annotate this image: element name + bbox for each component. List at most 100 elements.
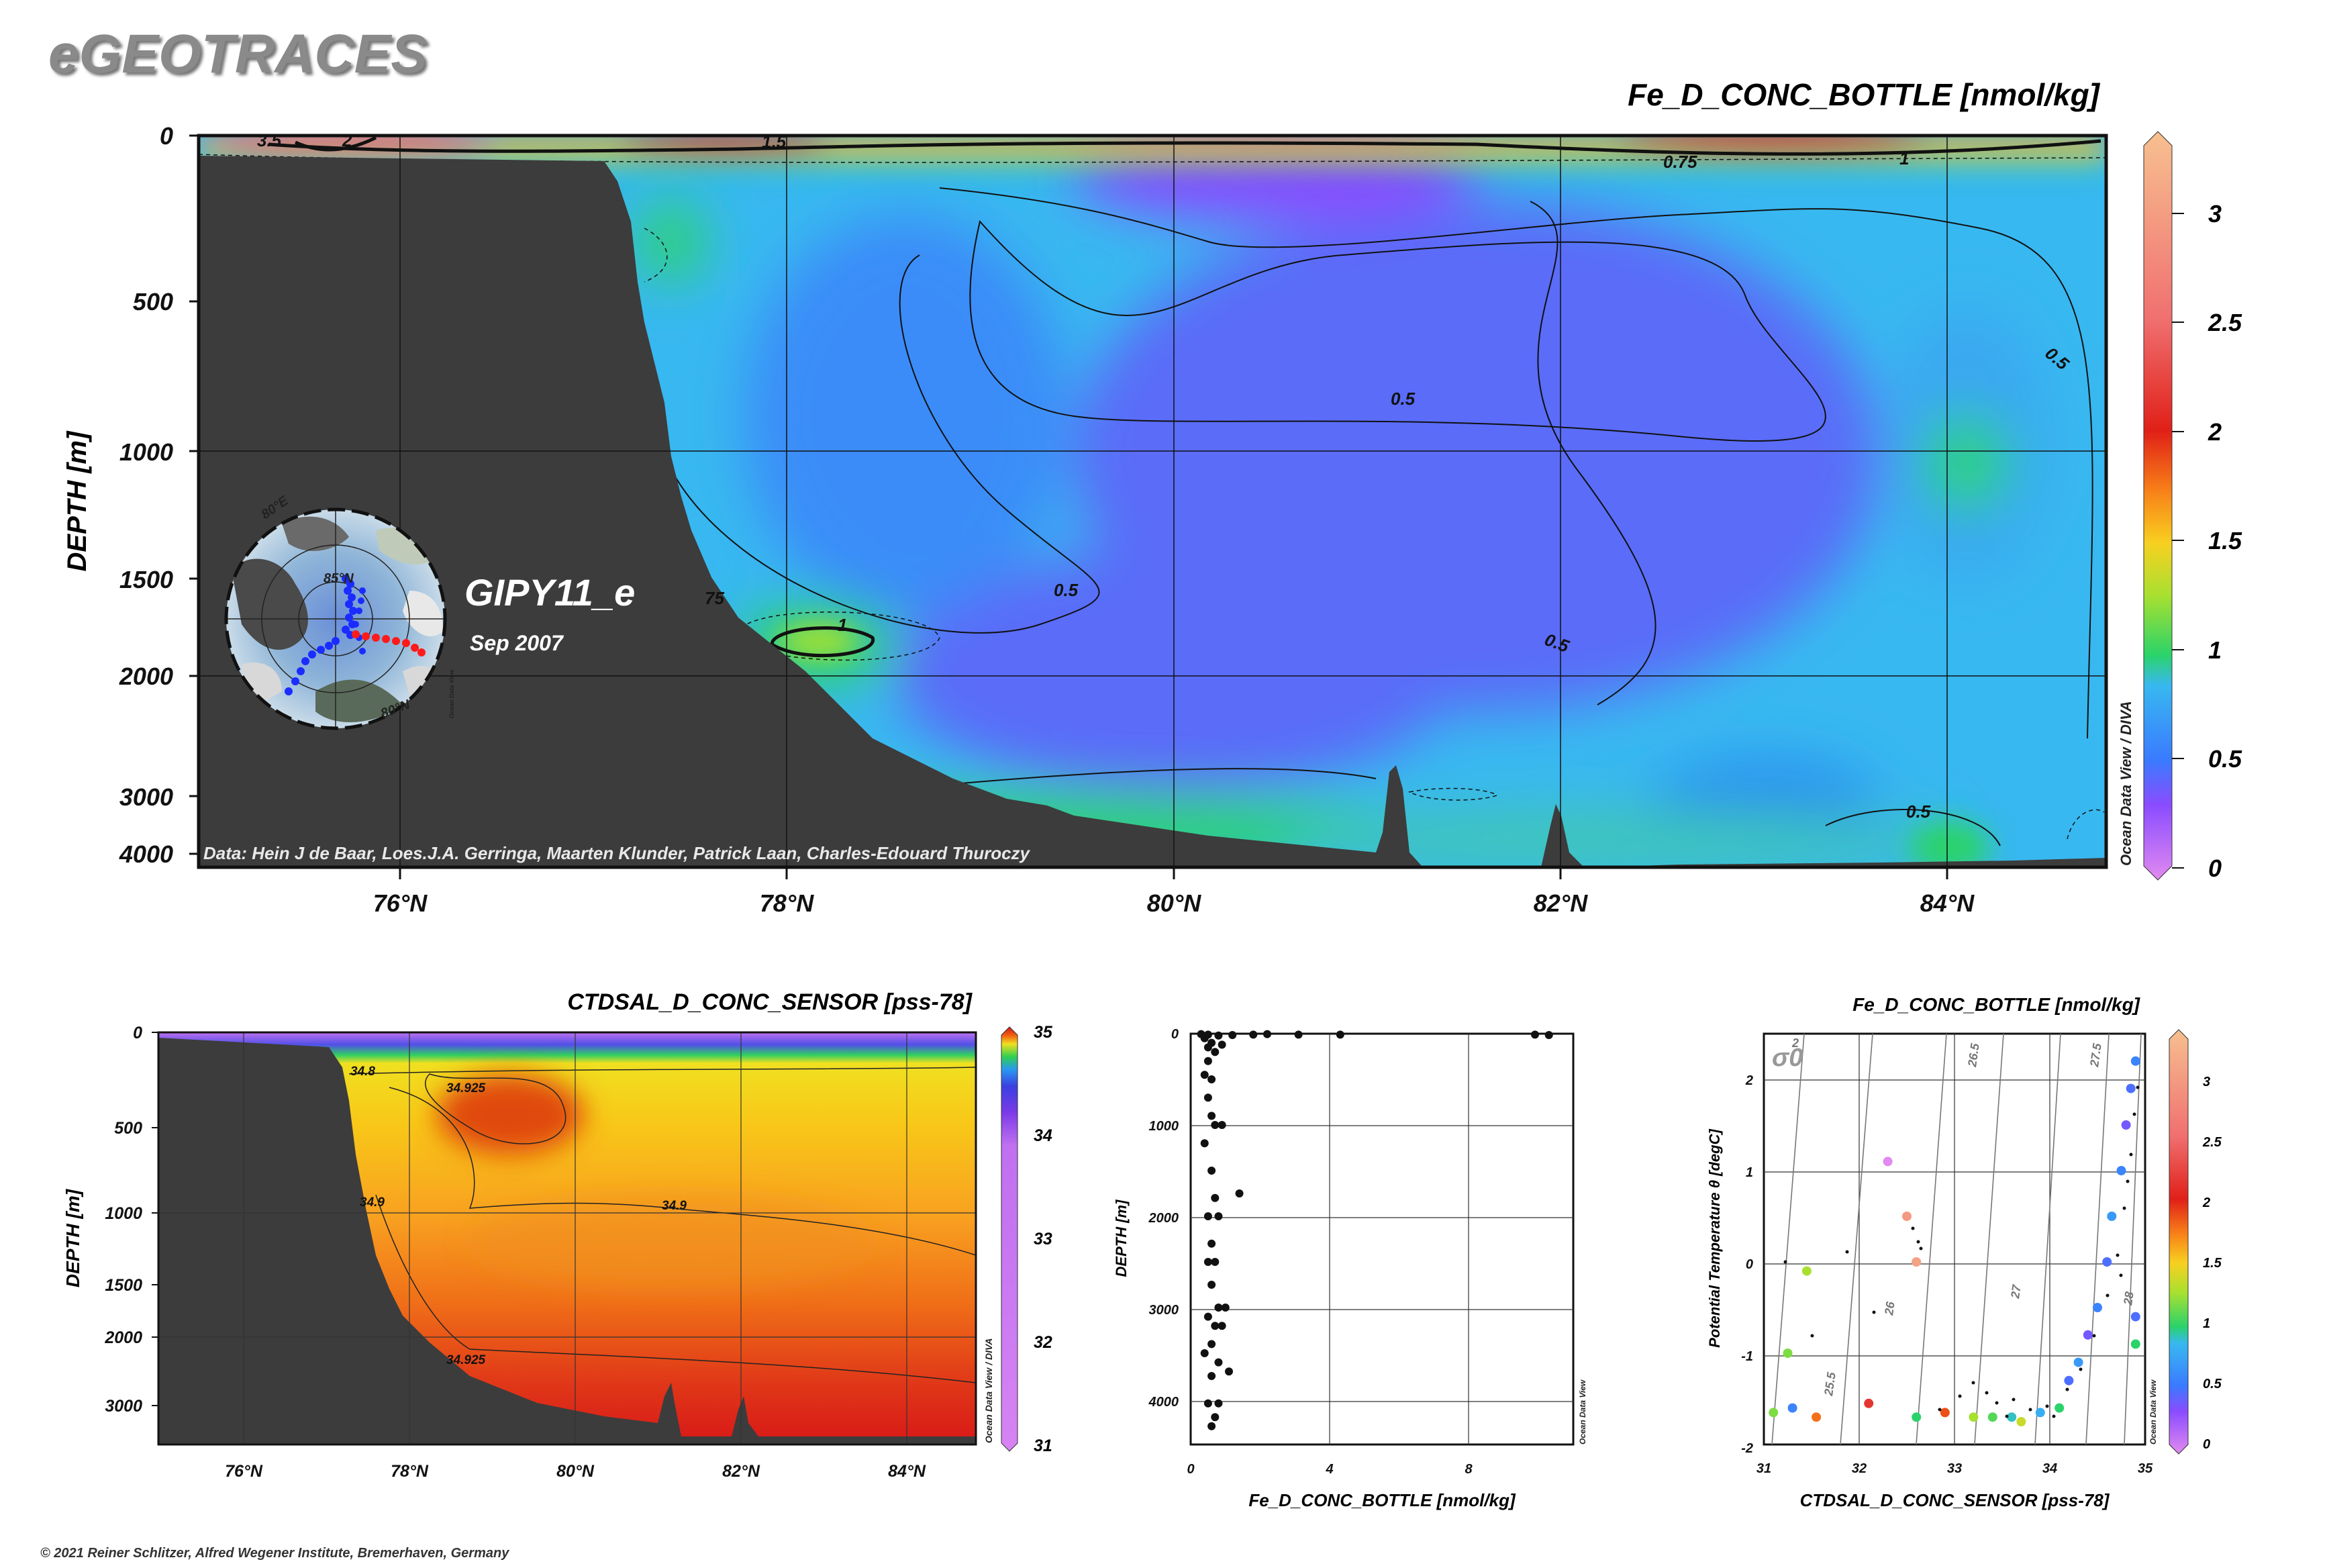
colorbar-tick-label: 1.5	[2208, 527, 2242, 554]
profile-point	[1203, 1258, 1212, 1266]
contour-label: 34.925	[446, 1081, 486, 1095]
profile-point	[1200, 1139, 1209, 1148]
logo: eGEOTRACES	[48, 23, 428, 85]
ts-point	[2073, 1357, 2083, 1367]
profile-point	[1200, 1349, 1209, 1357]
y-tick-label: 2000	[1148, 1211, 1179, 1226]
colorbar-tick-label: 2	[2208, 418, 2222, 446]
profile-point	[1218, 1040, 1226, 1049]
profile-point	[1214, 1358, 1223, 1367]
profile-point	[1211, 1413, 1220, 1422]
y-tick-label: 2000	[119, 663, 173, 690]
profile-point	[1211, 1258, 1220, 1266]
copyright: © 2021 Reiner Schlitzer, Alfred Wegener …	[40, 1546, 509, 1561]
profile-point	[1207, 1239, 1216, 1248]
ts-point	[1787, 1403, 1797, 1413]
x-tick-label: 4	[1325, 1462, 1333, 1477]
ts-x-label: CTDSAL_D_CONC_SENSOR [pss-78]	[1800, 1490, 2110, 1510]
ts-point	[1769, 1408, 1779, 1418]
y-tick-label: 500	[133, 288, 173, 315]
isopycnal-label: 26	[1882, 1300, 1897, 1317]
ts-colorbar: 3 2.5 2 1.5 1 0.5 0	[2169, 1029, 2222, 1455]
ts-small-points	[1783, 1085, 2140, 1418]
x-tick-label: 84°N	[888, 1462, 926, 1481]
ts-point	[1969, 1412, 1979, 1422]
main-title: Fe_D_CONC_BOTTLE [nmol/kg]	[1628, 77, 2101, 112]
y-tick-label: 3000	[105, 1397, 142, 1416]
ts-point	[2126, 1083, 2136, 1093]
x-tick-label: 34	[2042, 1461, 2057, 1476]
colorbar-tick-label: 2.5	[2202, 1135, 2222, 1150]
profile-point	[1214, 1212, 1223, 1220]
ts-point	[1987, 1412, 1997, 1422]
isopycnal-label: 27	[2008, 1283, 2024, 1300]
colorbar-tick-label: 0.5	[2203, 1377, 2222, 1391]
contour-label: 1	[838, 615, 847, 635]
y-tick-label: -1	[1741, 1349, 1753, 1364]
contour-label: 34.9	[662, 1199, 687, 1213]
profile-point	[1203, 1399, 1212, 1408]
profile-point	[1218, 1121, 1226, 1129]
profile-point	[1207, 1167, 1216, 1175]
ts-point	[2093, 1303, 2102, 1312]
profile-point	[1249, 1030, 1258, 1039]
profile-point	[1211, 1193, 1220, 1202]
sigma-label: σ0	[1772, 1044, 1803, 1072]
inset-map: 80°E 85°N 80°N Ocean Data View	[224, 493, 455, 730]
profile-point	[1218, 1322, 1226, 1330]
contour-label: 0.5	[1906, 801, 1931, 822]
x-tick-label: 82°N	[722, 1462, 760, 1481]
ts-point	[1801, 1266, 1812, 1276]
profile-point	[1207, 1340, 1216, 1349]
isopycnal-label: 28	[2121, 1291, 2136, 1307]
contour-label: 3.5	[257, 130, 282, 150]
x-tick-label: 78°N	[391, 1462, 429, 1481]
colorbar-tick-label: 0.5	[2208, 745, 2242, 773]
profile-scatter-plot: 0 1000 2000 3000 4000 0 4 8 Fe_D_CONC_BO…	[1113, 1027, 1587, 1510]
profile-point	[1211, 1048, 1220, 1057]
cruise-track-red	[352, 630, 426, 656]
cruise-track-blue	[285, 575, 366, 695]
x-tick-label: 84°N	[1920, 889, 1975, 917]
main-grid	[199, 136, 2106, 867]
x-tick-label: 35	[2138, 1461, 2153, 1476]
colorbar-tick-label: 1	[2208, 636, 2222, 664]
colorbar-tick-label: 3	[2203, 1075, 2210, 1089]
profile-point	[1207, 1422, 1216, 1430]
profile-points	[1197, 1030, 1553, 1430]
colorbar-tick-label: 1.5	[2203, 1256, 2222, 1271]
ts-scatter-plot: Fe_D_CONC_BOTTLE [nmol/kg] 2 25.5 26 26.…	[1706, 994, 2222, 1510]
x-tick-label: 80°N	[556, 1462, 595, 1481]
y-tick-label: 4000	[119, 840, 173, 868]
section-name: GIPY11_e	[464, 571, 635, 614]
isopycnal-label: 2	[1791, 1036, 1799, 1050]
x-tick-label: 33	[1947, 1461, 1962, 1476]
contour-label: 1	[1899, 148, 1909, 168]
y-tick-label: 4000	[1148, 1395, 1179, 1410]
y-tick-label: 1000	[105, 1204, 142, 1223]
main-y-label: DEPTH [m]	[62, 430, 92, 572]
ts-point	[1812, 1412, 1822, 1422]
salinity-section-plot: CTDSAL_D_CONC_SENSOR [pss-78] 34.8 34.92	[62, 989, 1053, 1481]
colorbar-tick-label: 2	[2202, 1195, 2210, 1210]
ts-title: Fe_D_CONC_BOTTLE [nmol/kg]	[1852, 994, 2140, 1015]
contour-label: 34.8	[350, 1065, 375, 1079]
profile-point	[1214, 1031, 1223, 1040]
x-tick-label: 8	[1465, 1462, 1473, 1477]
x-tick-label: 76°N	[373, 889, 428, 917]
salinity-y-label: DEPTH [m]	[62, 1188, 83, 1287]
y-tick-label: 1500	[105, 1276, 142, 1295]
y-tick-label: 2	[1745, 1073, 1753, 1088]
ts-point	[2064, 1375, 2074, 1385]
y-tick-label: 500	[114, 1119, 142, 1138]
y-tick-label: 0	[160, 122, 173, 150]
colorbar-tick-label: 0	[2208, 854, 2222, 882]
profile-point	[1211, 1322, 1220, 1330]
profile-point	[1207, 1075, 1216, 1083]
y-tick-label: 1000	[1149, 1119, 1179, 1134]
ts-y-label: Potential Temperature θ [degC]	[1706, 1129, 1723, 1348]
main-field	[199, 136, 2106, 867]
main-x-axis: 76°N 78°N 80°N 82°N 84°N	[373, 867, 1975, 917]
x-tick-label: 0	[1187, 1462, 1194, 1477]
profile-point	[1203, 1093, 1212, 1102]
